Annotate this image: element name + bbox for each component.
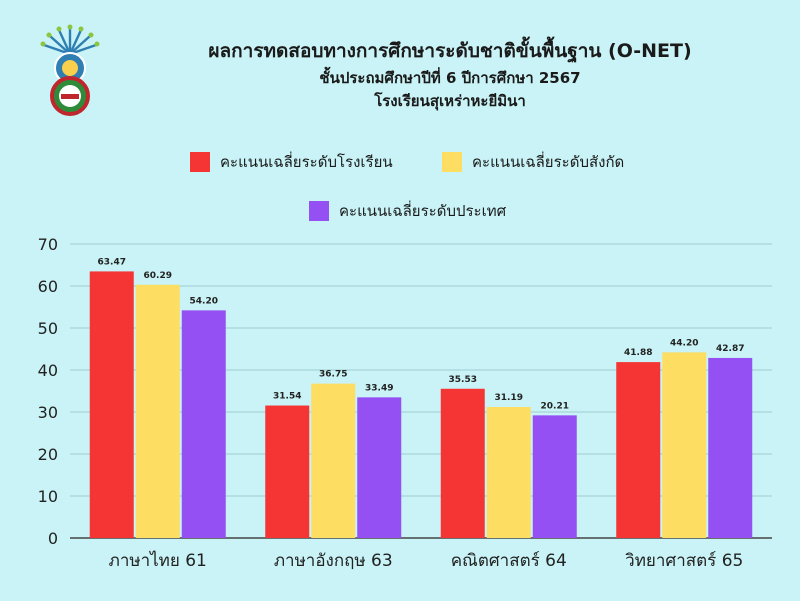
bar-0-0 [89,271,134,538]
school-logo [40,24,100,116]
x-tick-label-0: ภาษาไทย 61 [109,550,207,571]
legend-swatch-school [190,152,210,172]
bar-0-1 [135,284,180,538]
y-tick-label-7: 70 [38,235,58,254]
data-label-3-2: 42.87 [716,344,744,354]
data-label-3-1: 44.20 [670,338,698,348]
data-label-1-2: 33.49 [365,383,393,393]
data-label-1-0: 31.54 [273,392,301,402]
bar-2-0 [440,388,485,538]
legend-label-nation: คะแนนเฉลี่ยระดับประเทศ [339,202,507,220]
legend-swatch-nation [309,201,329,221]
data-label-0-2: 54.20 [190,296,218,306]
data-label-2-2: 20.21 [541,401,569,411]
x-tick-label-1: ภาษาอังกฤษ 63 [274,551,393,571]
bar-0-2 [181,310,226,538]
chart-title: ผลการทดสอบทางการศึกษาระดับชาติขั้นพื้นฐา… [208,40,692,62]
x-tick-label-2: คณิตศาสตร์ 64 [451,551,567,571]
bar-2-2 [532,415,577,538]
y-tick-label-3: 30 [38,403,58,422]
x-tick-label-3: วิทยาศาสตร์ 65 [625,551,744,571]
y-tick-label-1: 10 [38,487,58,506]
bar-3-1 [662,352,707,538]
y-tick-label-5: 50 [38,319,58,338]
bar-3-2 [708,357,753,538]
legend-swatch-district [442,152,462,172]
school-name: โรงเรียนสุเหร่าหะยีมินา [374,92,526,110]
y-tick-label-2: 20 [38,445,58,464]
data-label-3-0: 41.88 [624,348,652,358]
bar-3-0 [616,362,661,538]
legend-item-district: คะแนนเฉลี่ยระดับสังกัด [442,150,624,174]
bar-1-1 [311,383,356,538]
data-label-0-0: 63.47 [98,257,126,267]
data-label-2-0: 35.53 [449,375,477,385]
y-tick-label-0: 0 [48,529,58,548]
bar-1-2 [357,397,402,538]
bar-2-1 [486,407,531,538]
legend-label-district: คะแนนเฉลี่ยระดับสังกัด [472,153,625,171]
data-label-1-1: 36.75 [319,370,347,380]
legend-item-school: คะแนนเฉลี่ยระดับโรงเรียน [190,150,393,174]
y-tick-label-6: 60 [38,277,58,296]
data-label-2-1: 31.19 [495,393,523,403]
data-label-0-1: 60.29 [144,271,172,281]
legend-label-school: คะแนนเฉลี่ยระดับโรงเรียน [220,153,393,171]
chart-subtitle: ชั้นประถมศึกษาปีที่ 6 ปีการศึกษา 2567 [319,69,581,87]
y-tick-label-4: 40 [38,361,58,380]
legend-item-nation: คะแนนเฉลี่ยระดับประเทศ [309,199,506,223]
bar-1-0 [265,405,310,538]
